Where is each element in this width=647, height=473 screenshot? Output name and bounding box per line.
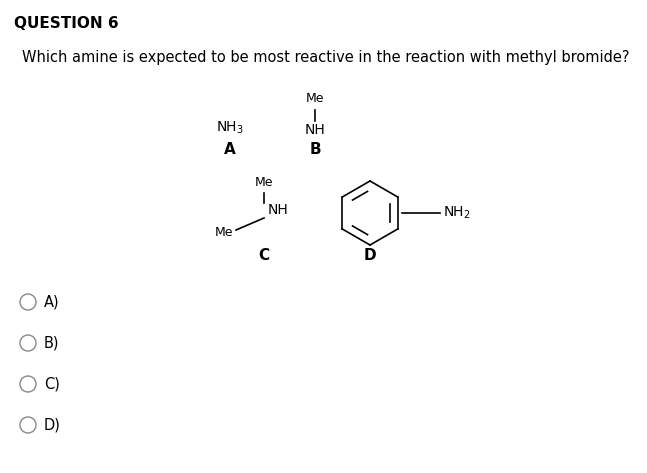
Text: B): B) [44,335,60,350]
Text: NH$_2$: NH$_2$ [443,205,470,221]
Text: NH: NH [305,123,325,137]
Text: Which amine is expected to be most reactive in the reaction with methyl bromide?: Which amine is expected to be most react… [22,50,630,65]
Text: D): D) [44,418,61,432]
Text: A): A) [44,295,60,309]
Text: QUESTION 6: QUESTION 6 [14,16,118,31]
Text: A: A [224,142,236,158]
Text: D: D [364,247,377,263]
Text: C: C [258,247,270,263]
Text: Me: Me [255,176,273,190]
Text: Me: Me [215,226,233,238]
Text: B: B [309,142,321,158]
Text: NH: NH [268,203,289,217]
Text: NH$_3$: NH$_3$ [216,120,244,136]
Text: Me: Me [306,91,324,105]
Text: C): C) [44,377,60,392]
